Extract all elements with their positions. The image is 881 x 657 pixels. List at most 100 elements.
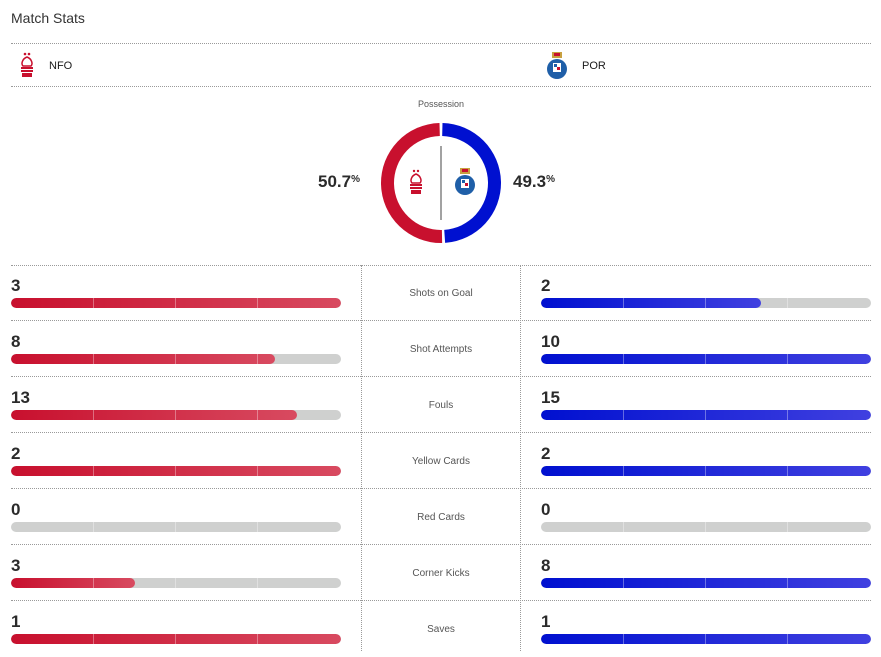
bar-segment-divider bbox=[257, 354, 258, 364]
possession-label: Possession bbox=[417, 99, 465, 109]
stat-label: Corner Kicks bbox=[412, 567, 470, 579]
home-stat-value: 2 bbox=[11, 444, 21, 463]
home-stat-bar bbox=[11, 298, 341, 308]
home-stat-bar-fill bbox=[11, 466, 341, 476]
home-stat-bar-fill bbox=[11, 634, 341, 644]
away-stat-bar-fill bbox=[541, 634, 871, 644]
home-stat-bar bbox=[11, 354, 341, 364]
bar-segment-divider bbox=[787, 634, 788, 644]
bar-segment-divider bbox=[93, 634, 94, 644]
bar-segment-divider bbox=[175, 410, 176, 420]
away-stat-bar-fill bbox=[541, 466, 871, 476]
away-possession-arc bbox=[442, 123, 501, 243]
away-stat-bar bbox=[541, 466, 871, 476]
stat-row: 8 Shot Attempts 10 bbox=[0, 321, 881, 377]
column-divider bbox=[520, 265, 521, 651]
home-stat-value: 13 bbox=[11, 388, 30, 407]
home-possession-arc bbox=[381, 123, 443, 243]
divider bbox=[11, 376, 871, 377]
column-divider bbox=[361, 265, 362, 651]
divider bbox=[11, 320, 871, 321]
bar-segment-divider bbox=[257, 578, 258, 588]
bar-segment-divider bbox=[705, 410, 706, 420]
away-stat-value: 2 bbox=[541, 276, 551, 295]
away-stat-bar-fill bbox=[541, 578, 871, 588]
stats-table: 3 Shots on Goal 2 8 Shot Attempts 10 13 Fouls 15… bbox=[0, 265, 881, 657]
bar-segment-divider bbox=[257, 298, 258, 308]
possession-donut bbox=[381, 123, 501, 243]
bar-segment-divider bbox=[175, 634, 176, 644]
bar-segment-divider bbox=[93, 578, 94, 588]
bar-segment-divider bbox=[705, 298, 706, 308]
bar-segment-divider bbox=[787, 354, 788, 364]
divider bbox=[11, 43, 871, 44]
home-stat-value: 8 bbox=[11, 332, 21, 351]
page-title: Match Stats bbox=[11, 10, 85, 26]
bar-segment-divider bbox=[93, 522, 94, 532]
away-stat-bar bbox=[541, 634, 871, 644]
home-team: NFO bbox=[19, 51, 72, 81]
away-stat-value: 1 bbox=[541, 612, 551, 631]
home-stat-value: 1 bbox=[11, 612, 21, 631]
home-stat-bar-fill bbox=[11, 354, 275, 364]
home-stat-value: 0 bbox=[11, 500, 21, 519]
bar-segment-divider bbox=[705, 578, 706, 588]
bar-segment-divider bbox=[175, 354, 176, 364]
away-stat-bar bbox=[541, 522, 871, 532]
divider bbox=[11, 265, 871, 266]
home-team-name: NFO bbox=[49, 60, 73, 72]
percent-unit: % bbox=[351, 174, 360, 185]
stat-row: 3 Shots on Goal 2 bbox=[0, 265, 881, 321]
home-stat-bar bbox=[11, 522, 341, 532]
stat-label: Saves bbox=[427, 623, 455, 635]
bar-segment-divider bbox=[787, 578, 788, 588]
away-stat-value: 0 bbox=[541, 500, 551, 519]
bar-segment-divider bbox=[787, 298, 788, 308]
bar-segment-divider bbox=[93, 410, 94, 420]
home-stat-bar-fill bbox=[11, 298, 341, 308]
away-stat-bar bbox=[541, 298, 871, 308]
bar-segment-divider bbox=[257, 410, 258, 420]
bar-segment-divider bbox=[623, 634, 624, 644]
bar-segment-divider bbox=[175, 522, 176, 532]
divider bbox=[11, 488, 871, 489]
bar-segment-divider bbox=[623, 522, 624, 532]
home-stat-bar bbox=[11, 578, 341, 588]
home-possession-value: 50.7% bbox=[318, 172, 360, 192]
bar-segment-divider bbox=[93, 298, 94, 308]
bar-segment-divider bbox=[787, 410, 788, 420]
fc-porto-crest-icon bbox=[455, 168, 475, 195]
divider bbox=[11, 86, 871, 87]
bar-segment-divider bbox=[623, 578, 624, 588]
away-team-name: POR bbox=[582, 60, 606, 72]
fc-porto-crest-icon bbox=[547, 52, 567, 79]
bar-segment-divider bbox=[175, 298, 176, 308]
away-stat-value: 15 bbox=[541, 388, 560, 407]
home-stat-bar bbox=[11, 410, 341, 420]
bar-segment-divider bbox=[93, 354, 94, 364]
nottingham-forest-crest-icon bbox=[21, 52, 33, 77]
bar-segment-divider bbox=[623, 354, 624, 364]
away-stat-bar bbox=[541, 410, 871, 420]
stat-row: 0 Red Cards 0 bbox=[0, 489, 881, 545]
away-stat-bar bbox=[541, 578, 871, 588]
bar-segment-divider bbox=[705, 522, 706, 532]
away-stat-value: 8 bbox=[541, 556, 551, 575]
home-stat-value: 3 bbox=[11, 276, 21, 295]
home-stat-bar-fill bbox=[11, 410, 298, 420]
away-possession-number: 49.3 bbox=[513, 172, 547, 191]
away-stat-bar-fill bbox=[541, 410, 871, 420]
away-stat-bar-fill bbox=[541, 354, 871, 364]
away-stat-value: 10 bbox=[541, 332, 560, 351]
bar-segment-divider bbox=[705, 354, 706, 364]
bar-segment-divider bbox=[623, 410, 624, 420]
bar-segment-divider bbox=[787, 522, 788, 532]
away-possession-value: 49.3% bbox=[513, 172, 555, 192]
home-stat-bar bbox=[11, 634, 341, 644]
stat-label: Shots on Goal bbox=[409, 287, 473, 299]
bar-segment-divider bbox=[257, 522, 258, 532]
bar-segment-divider bbox=[257, 634, 258, 644]
stat-row: 13 Fouls 15 bbox=[0, 377, 881, 433]
away-stat-value: 2 bbox=[541, 444, 551, 463]
bar-segment-divider bbox=[623, 466, 624, 476]
